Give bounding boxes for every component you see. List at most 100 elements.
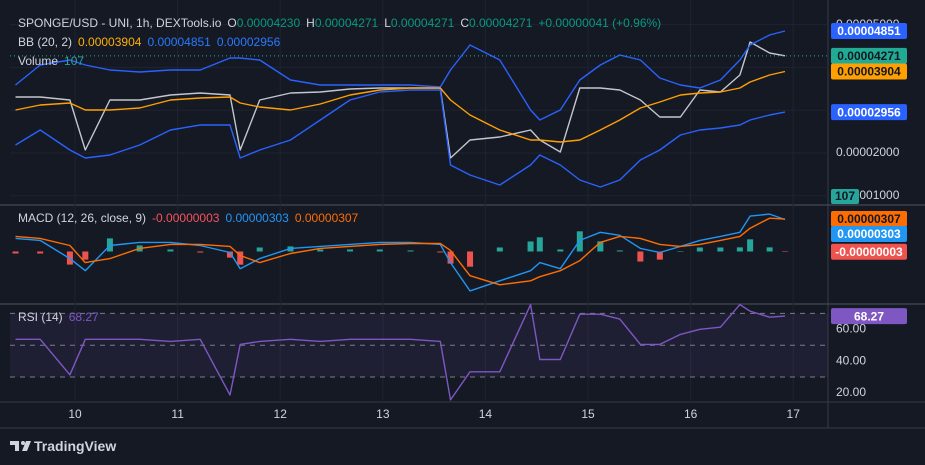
x-tick-label: 13 <box>376 407 390 421</box>
series-line <box>15 213 786 292</box>
plot-1 <box>12 213 789 292</box>
plot-0 <box>10 24 828 197</box>
histogram-bar <box>317 249 324 252</box>
price-tag-label: 0.00000307 <box>837 212 901 226</box>
indicator-name: MACD (12, 26, close, 9) <box>18 211 147 225</box>
price-tag-label: -0.00000003 <box>835 245 903 259</box>
x-tick-label: 10 <box>68 407 82 421</box>
histogram-bar <box>237 251 244 265</box>
price-tag <box>831 308 907 325</box>
indicator-value: 107 <box>64 54 85 68</box>
series-line <box>15 217 786 286</box>
price-tag-label: 0.00003904 <box>837 65 901 79</box>
y-tick-label: 60.00 <box>836 321 866 335</box>
histogram-bar <box>766 247 773 252</box>
price-tag <box>831 47 907 64</box>
indicator-value: 0.00002956 <box>216 35 281 49</box>
histogram-bar <box>347 249 354 252</box>
histogram-bar <box>197 251 204 253</box>
histogram-bar <box>447 251 454 264</box>
x-tick-label: 11 <box>171 407 184 421</box>
indicator-name: BB (20, 2) <box>18 35 73 49</box>
histogram-bar <box>226 251 233 258</box>
ohlc-key: H <box>306 16 315 30</box>
ohlc-key: O <box>227 16 237 30</box>
price-tag-label: 0.00000303 <box>837 227 901 241</box>
histogram-bar <box>557 249 564 252</box>
price-tag <box>831 226 907 243</box>
histogram-bar <box>82 251 89 260</box>
legend: SPONGE/USD - UNI, 1h, DEXTools.io O0.0000… <box>18 14 667 71</box>
y-tick-label: 40.00 <box>836 353 866 367</box>
ohlc-value: 0.00004271 <box>468 16 533 30</box>
x-tick-label: 14 <box>479 407 493 421</box>
price-tag <box>831 243 907 260</box>
symbol-title: SPONGE/USD - UNI, 1h, DEXTools.io <box>18 16 222 30</box>
price-tag <box>831 63 907 80</box>
price-tag-label: 68.27 <box>854 309 884 323</box>
indicator-value: 0.00003904 <box>78 35 142 49</box>
histogram-bar <box>467 251 474 267</box>
price-tag <box>831 211 907 228</box>
histogram-bar <box>256 247 263 252</box>
brand: TradingView <box>34 438 117 454</box>
indicator-value: -0.00000003 <box>152 211 220 225</box>
histogram-bar <box>496 247 503 252</box>
x-tick-label: 15 <box>581 407 595 421</box>
tradingview-logo <box>10 441 31 451</box>
histogram-bar <box>167 249 174 252</box>
histogram-bar <box>376 249 383 252</box>
y-tick-label: 20.00 <box>836 385 866 399</box>
legend-row: RSI (14) 68.27 <box>18 308 105 327</box>
histogram-bar <box>37 251 44 254</box>
y-tick-label: 0.00002000 <box>836 145 900 159</box>
histogram-bar <box>597 241 604 252</box>
series-line <box>15 89 786 188</box>
price-tag <box>831 23 907 40</box>
legend-row: Volume 107 <box>18 52 667 71</box>
series-line <box>15 41 786 159</box>
indicator-name: Volume <box>18 54 59 68</box>
ohlc-value: 0.00004271 <box>314 16 379 30</box>
histogram-bar <box>782 251 789 252</box>
histogram-bar <box>527 241 534 252</box>
ohlc-value: 0.00004271 <box>390 16 455 30</box>
indicator-value: 0.00004851 <box>147 35 211 49</box>
histogram-bar <box>407 250 414 252</box>
legend-row: SPONGE/USD - UNI, 1h, DEXTools.io O0.0000… <box>18 14 667 33</box>
volume-tag-label: 107 <box>835 189 855 203</box>
ohlc-key: L <box>384 16 391 30</box>
change: +0.00000041 (+0.96%) <box>538 16 662 30</box>
histogram-bar <box>12 251 19 254</box>
histogram-bar <box>736 247 743 252</box>
histogram-bar <box>437 251 444 253</box>
series-line <box>15 30 786 121</box>
ohlc-value: 0.00004230 <box>236 16 301 30</box>
series-line <box>15 70 786 143</box>
histogram-bar <box>656 251 663 260</box>
price-tag-label: 0.00004271 <box>837 49 901 63</box>
histogram-bar <box>536 237 543 252</box>
legend-row: MACD (12, 26, close, 9) -0.00000003 0.0000… <box>18 209 364 228</box>
plot-2 <box>10 304 828 401</box>
x-tick-label: 12 <box>274 407 288 421</box>
volume-tag <box>831 189 859 204</box>
histogram-bar <box>696 247 703 252</box>
price-tag-label: 0.00004851 <box>837 24 901 38</box>
price-tag <box>831 104 907 121</box>
histogram-bar <box>637 251 644 262</box>
indicator-value: 0.00000307 <box>294 211 359 225</box>
price-tag-label: 0.00002956 <box>837 105 901 119</box>
legend: MACD (12, 26, close, 9) -0.00000003 0.0000… <box>18 209 364 228</box>
x-tick-label: 17 <box>787 407 801 421</box>
histogram-bar <box>616 250 623 252</box>
indicator-value: 68.27 <box>68 310 99 324</box>
x-tick-label: 16 <box>684 407 698 421</box>
series-line <box>15 304 786 401</box>
histogram-bar <box>717 247 724 252</box>
histogram-bar <box>747 239 754 252</box>
legend: RSI (14) 68.27 <box>18 308 105 327</box>
legend-row: BB (20, 2) 0.00003904 0.00004851 0.00002956 <box>18 33 667 52</box>
